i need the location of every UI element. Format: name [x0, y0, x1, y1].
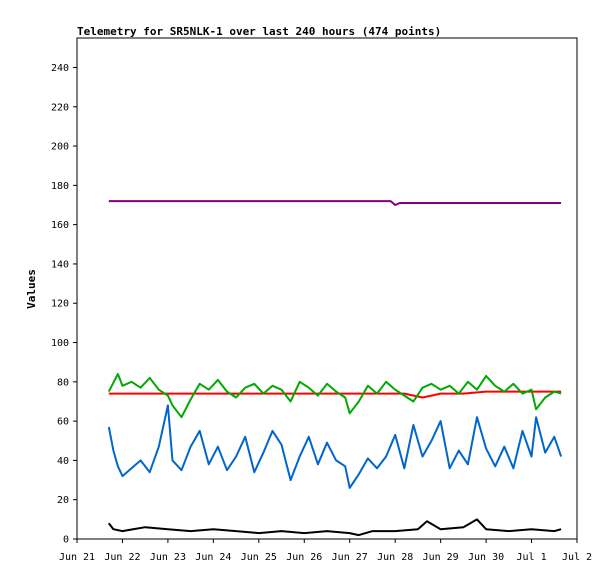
y-tick-label: 220	[51, 102, 69, 113]
x-tick-label: Jun 29	[423, 552, 459, 563]
chart-title: Telemetry for SR5NLK-1 over last 240 hou…	[77, 25, 441, 38]
series-group	[107, 200, 563, 537]
series-line-5	[108, 518, 562, 537]
y-tick-label: 200	[51, 142, 69, 153]
y-axis-label: Values	[25, 269, 38, 309]
y-tick-label: 40	[57, 456, 69, 467]
x-tick-label: Jul 2	[562, 552, 592, 563]
plot-frame	[76, 37, 578, 540]
series-line-2	[108, 390, 562, 399]
y-tick-label: 140	[51, 259, 69, 270]
x-tick-label: Jun 27	[332, 552, 368, 563]
y-tick-label: 100	[51, 338, 69, 349]
x-tick-label: Jun 23	[150, 552, 186, 563]
x-tick-label: Jun 25	[241, 552, 277, 563]
x-tick-label: Jul 1	[516, 552, 546, 563]
y-tick-label: 180	[51, 181, 69, 192]
y-tick-label: 120	[51, 299, 69, 310]
x-tick-label: Jun 21	[59, 552, 95, 563]
y-tick-label: 160	[51, 220, 69, 231]
y-axis: 0 20 40 60 80 100 120 140 160 180 200 220 240	[51, 63, 77, 546]
x-tick-label: Jun 28	[377, 552, 413, 563]
y-tick-label: 80	[57, 377, 69, 388]
y-tick-label: 20	[57, 495, 69, 506]
x-tick-label: Jun 22	[104, 552, 140, 563]
x-tick-label: Jun 30	[468, 552, 504, 563]
x-axis: Jun 21 Jun 22 Jun 23 Jun 24 Jun 25 Jun 26 Jun …	[59, 539, 592, 563]
series-line-3	[107, 373, 562, 419]
series-line-4	[107, 404, 563, 489]
x-tick-label: Jun 24	[195, 552, 231, 563]
y-tick-label: 60	[57, 417, 69, 428]
y-tick-label: 240	[51, 63, 69, 74]
y-tick-label: 0	[63, 535, 69, 546]
series-line-1	[108, 200, 562, 206]
x-tick-label: Jun 26	[286, 552, 322, 563]
